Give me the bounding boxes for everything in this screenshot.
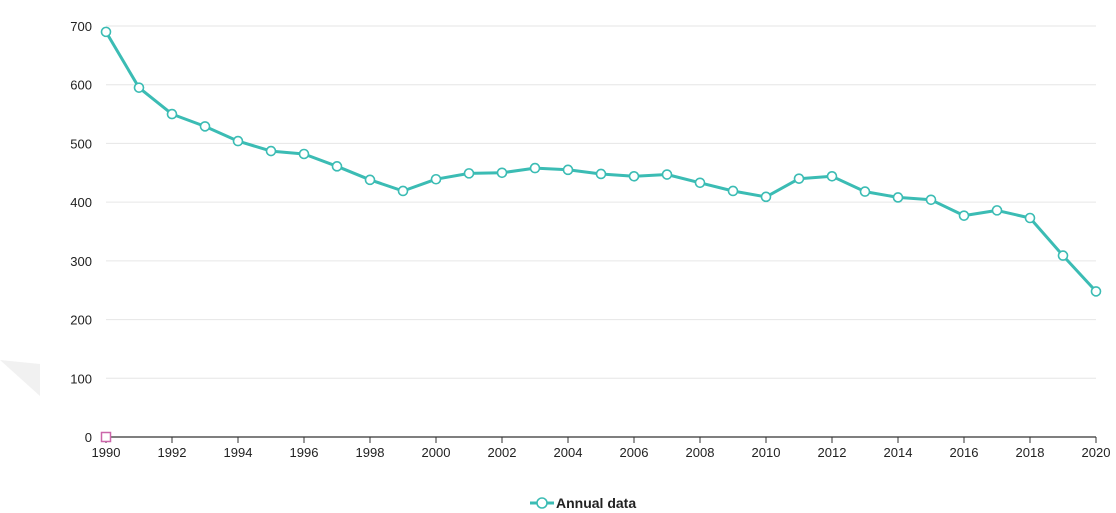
data-point[interactable] — [892, 192, 904, 203]
legend-swatch-marker — [536, 497, 548, 509]
data-point[interactable] — [826, 171, 838, 182]
x-tick-label: 2000 — [422, 445, 451, 460]
y-tick-label: 0 — [85, 430, 92, 445]
x-tick-label: 1990 — [92, 445, 121, 460]
data-point[interactable] — [232, 135, 244, 147]
legend-label: Annual data — [556, 495, 636, 511]
data-point[interactable] — [331, 161, 343, 172]
data-point[interactable] — [727, 185, 739, 197]
x-tick-label: 2010 — [752, 445, 781, 460]
legend[interactable]: Annual data — [530, 495, 636, 511]
data-point[interactable] — [694, 177, 706, 189]
x-tick-label: 1998 — [356, 445, 385, 460]
data-point[interactable] — [430, 173, 442, 185]
y-tick-label: 100 — [70, 371, 92, 386]
data-point[interactable] — [628, 171, 640, 182]
y-tick-label: 200 — [70, 313, 92, 328]
data-point[interactable] — [661, 169, 673, 180]
x-tick-label: 1992 — [158, 445, 187, 460]
data-point[interactable] — [133, 82, 145, 93]
x-tick-label: 1996 — [290, 445, 319, 460]
x-tick-label: 2002 — [488, 445, 517, 460]
data-point[interactable] — [463, 168, 475, 179]
x-tick-label: 1994 — [224, 445, 253, 460]
data-point[interactable] — [364, 174, 376, 186]
x-tick-label: 2004 — [554, 445, 583, 460]
x-tick-label: 2018 — [1016, 445, 1045, 460]
x-tick-label: 2012 — [818, 445, 847, 460]
data-point[interactable] — [793, 173, 805, 184]
data-point[interactable] — [397, 185, 409, 197]
decorative-corner-shadow — [0, 360, 40, 396]
data-point[interactable] — [529, 162, 541, 174]
x-tick-label: 2016 — [950, 445, 979, 460]
data-point[interactable] — [100, 26, 112, 38]
data-point[interactable] — [760, 191, 772, 203]
data-point[interactable] — [958, 210, 970, 221]
data-point[interactable] — [265, 145, 277, 157]
data-point[interactable] — [991, 205, 1003, 216]
origin-marker — [100, 431, 112, 443]
data-point[interactable] — [1090, 286, 1102, 297]
y-tick-label: 400 — [70, 195, 92, 210]
data-point[interactable] — [925, 194, 937, 206]
data-point[interactable] — [298, 148, 310, 160]
y-tick-label: 600 — [70, 78, 92, 93]
data-point[interactable] — [496, 167, 508, 179]
x-axis: 1990 1992 1994 1996 1998 2000 2002 2004 2006 2008… — [92, 436, 1111, 460]
data-point[interactable] — [859, 186, 871, 197]
x-tick-label: 2006 — [620, 445, 649, 460]
data-point[interactable] — [1024, 212, 1036, 224]
y-axis: 0 100 200 300 400 500 600 700 — [70, 19, 92, 445]
data-point[interactable] — [199, 121, 211, 132]
data-point[interactable] — [1057, 250, 1069, 261]
data-point[interactable] — [562, 164, 574, 176]
x-tick-label: 2008 — [686, 445, 715, 460]
gridlines — [106, 25, 1096, 379]
data-point[interactable] — [595, 168, 607, 180]
y-tick-label: 300 — [70, 254, 92, 269]
x-tick-label: 2020 — [1082, 445, 1111, 460]
series-line — [104, 30, 1098, 293]
x-tick-label: 2014 — [884, 445, 913, 460]
y-tick-label: 700 — [70, 19, 92, 34]
data-point[interactable] — [166, 108, 178, 120]
series-layer — [100, 26, 1102, 443]
y-tick-label: 500 — [70, 136, 92, 151]
